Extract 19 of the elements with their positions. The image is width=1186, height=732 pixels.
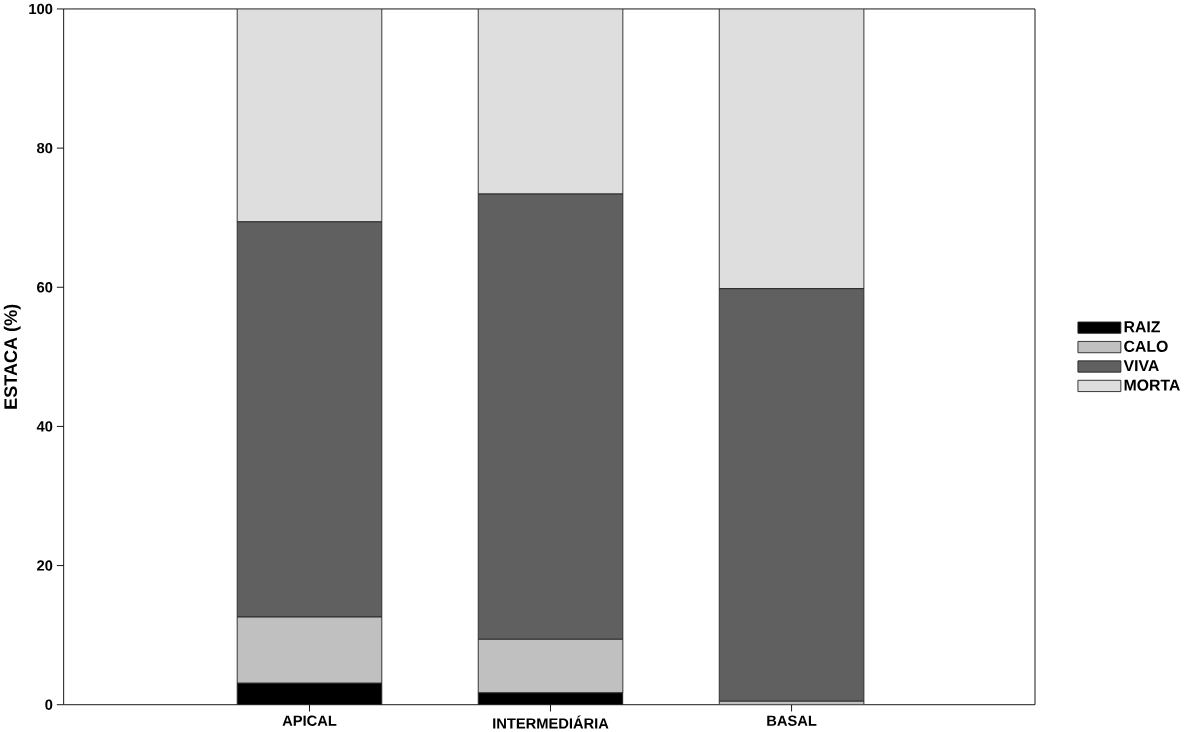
y-tick-label: 20 xyxy=(37,560,53,571)
bar xyxy=(718,8,865,289)
x-tick-label: INTERMEDIÁRIA xyxy=(493,715,609,729)
y-tick-label: 80 xyxy=(37,142,53,154)
y-tick-label: 40 xyxy=(36,421,53,432)
bar xyxy=(236,8,383,223)
legend-label: MORTA xyxy=(1124,379,1180,391)
legend-label: VIVA xyxy=(1123,360,1159,371)
bar xyxy=(236,616,383,684)
y-tick-label: 100 xyxy=(29,3,53,15)
y-axis-title: ESTACA (%) xyxy=(3,304,21,409)
y-tick-label: 60 xyxy=(37,281,53,293)
legend-label: RAIZ xyxy=(1124,321,1160,333)
legend-label: CALO xyxy=(1124,340,1168,352)
x-tick-label: BASAL xyxy=(767,715,817,726)
bar xyxy=(477,8,624,195)
y-tick-label: 0 xyxy=(45,699,53,710)
x-tick-label: APICAL xyxy=(282,715,337,726)
bar xyxy=(477,638,624,694)
